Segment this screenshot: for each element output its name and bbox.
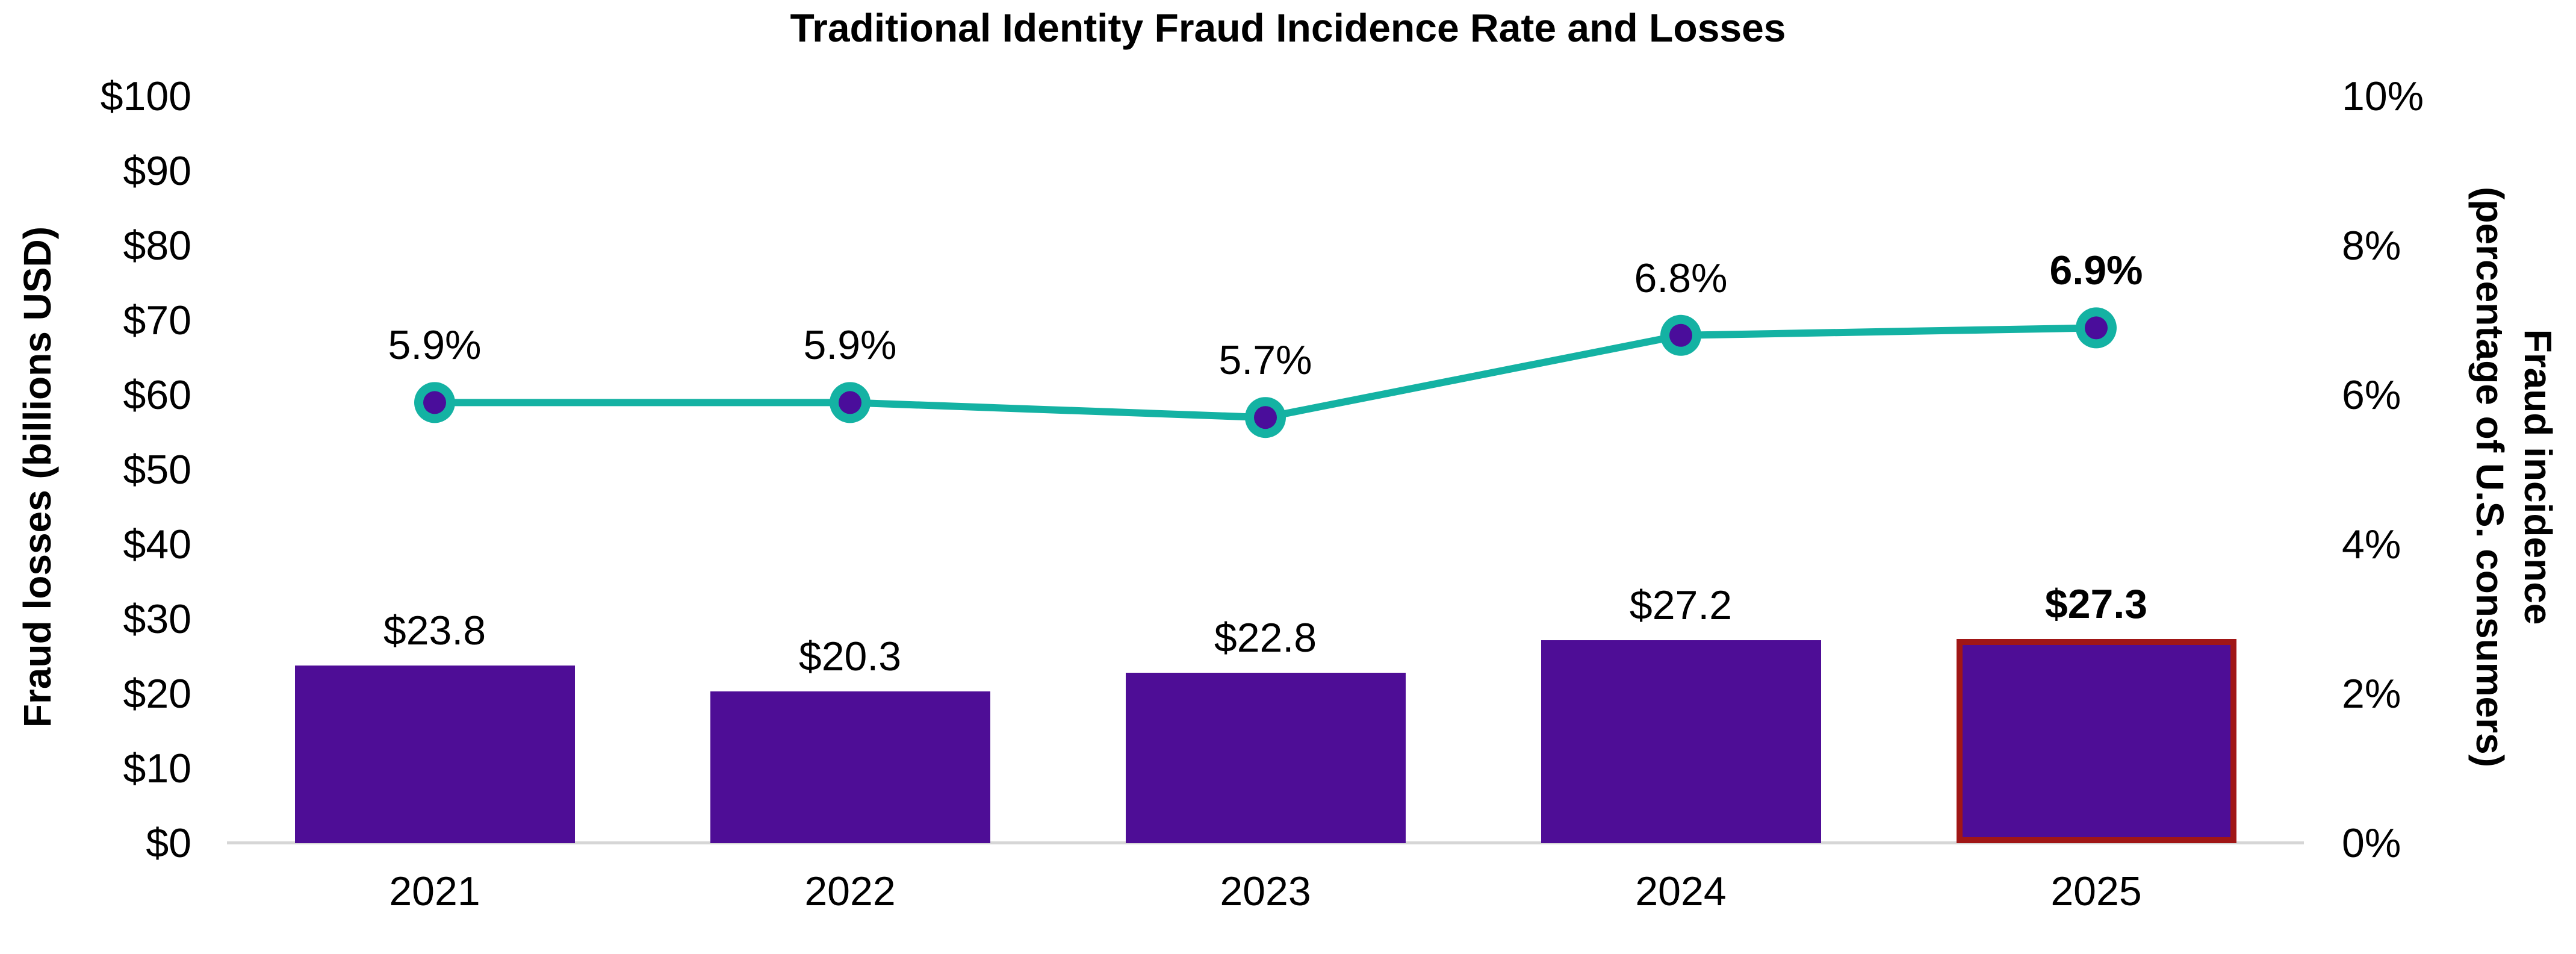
right-axis-title-line-1: Fraud incidence xyxy=(2516,329,2560,625)
left-tick-$30: $30 xyxy=(123,596,191,642)
bar-label-2023: $22.8 xyxy=(1214,615,1317,661)
left-tick-$10: $10 xyxy=(123,746,191,791)
fraud-incidence-line-layer xyxy=(414,307,2117,438)
left-tick-$20: $20 xyxy=(123,671,191,717)
right-tick-10%: 10% xyxy=(2342,73,2424,119)
line-label-2021: 5.9% xyxy=(388,322,482,369)
right-tick-0%: 0% xyxy=(2342,820,2401,866)
right-tick-8%: 8% xyxy=(2342,223,2401,269)
right-axis-title: Fraud incidence (percentage of U.S. cons… xyxy=(2466,187,2562,767)
marker-dot-2024 xyxy=(1669,323,1692,347)
right-tick-6%: 6% xyxy=(2342,372,2401,418)
bar-2024 xyxy=(1541,640,1821,843)
line-label-2023: 5.7% xyxy=(1218,337,1312,384)
bar-label-2025: $27.3 xyxy=(2044,581,2148,628)
right-tick-2%: 2% xyxy=(2342,671,2401,717)
left-tick-$40: $40 xyxy=(123,522,191,567)
bar-2023 xyxy=(1125,673,1406,843)
x-axis-label-2023: 2023 xyxy=(1220,868,1311,914)
line-label-2024: 6.8% xyxy=(1634,255,1728,301)
x-axis-label-2022: 2022 xyxy=(804,868,896,914)
bar-label-2021: $23.8 xyxy=(383,607,486,653)
x-axis-label-2025: 2025 xyxy=(2050,868,2142,914)
bar-2022 xyxy=(710,691,990,843)
bar-2025 xyxy=(1956,639,2236,843)
line-label-2022: 5.9% xyxy=(803,322,897,369)
chart-title: Traditional Identity Fraud Incidence Rat… xyxy=(790,5,1786,50)
left-tick-$80: $80 xyxy=(123,223,191,269)
bar-2021 xyxy=(294,665,575,843)
marker-dot-2022 xyxy=(839,391,861,414)
x-axis-label-2021: 2021 xyxy=(389,868,480,914)
left-tick-$90: $90 xyxy=(123,148,191,194)
line-label-2025: 6.9% xyxy=(2049,248,2143,294)
marker-dot-2023 xyxy=(1254,406,1277,429)
left-tick-$70: $70 xyxy=(123,298,191,343)
left-tick-$50: $50 xyxy=(123,447,191,493)
left-tick-$100: $100 xyxy=(100,73,191,119)
bar-label-2024: $27.2 xyxy=(1629,582,1733,628)
left-tick-$0: $0 xyxy=(146,820,191,866)
marker-dot-2021 xyxy=(423,391,446,414)
right-axis-title-line-2: (percentage of U.S. consumers) xyxy=(2468,187,2512,767)
bar-label-2022: $20.3 xyxy=(798,634,902,680)
marker-dot-2025 xyxy=(2085,316,2108,340)
x-axis-label-2024: 2024 xyxy=(1635,868,1727,914)
right-tick-4%: 4% xyxy=(2342,522,2401,567)
left-tick-$60: $60 xyxy=(123,372,191,418)
